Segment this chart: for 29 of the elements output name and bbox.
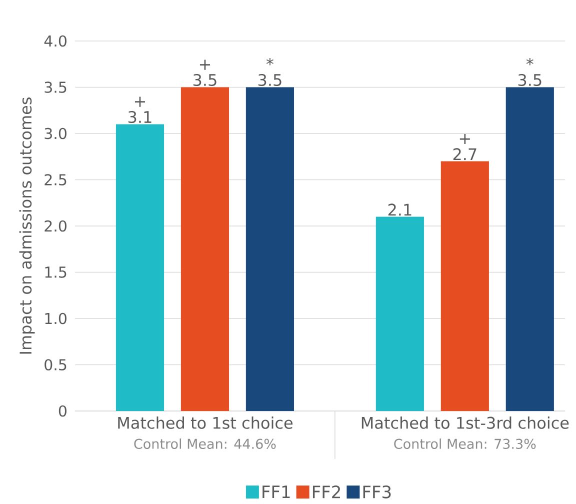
- bar: [376, 216, 424, 412]
- data-label: * 3.5: [258, 58, 282, 86]
- y-tick-label: 1.5: [45, 266, 66, 278]
- data-label: + 3.5: [193, 60, 216, 86]
- y-tick-label: 3.5: [44, 82, 66, 94]
- data-label: + 3.1: [128, 96, 152, 124]
- y-tick-label: 1.0: [45, 313, 66, 324]
- x-tick-label: Matched to 1st choice: [118, 416, 292, 430]
- x-tick-label: Matched to 1st-3rd choice: [362, 416, 569, 430]
- y-tick-label: 2.0: [44, 220, 66, 232]
- bar: [116, 124, 164, 412]
- bar: [246, 87, 294, 412]
- y-tick-label: 0: [58, 406, 66, 417]
- y-axis-title: Impact on admissions outcomes: [19, 98, 35, 354]
- bar: [180, 87, 230, 412]
- legend-label: FF1: [262, 486, 290, 498]
- y-tick-label: 4.0: [44, 36, 66, 47]
- data-label: 2.1: [388, 204, 412, 216]
- bar: [506, 87, 554, 412]
- y-tick-label: 3.0: [44, 128, 66, 140]
- legend-label: FF3: [363, 486, 391, 499]
- y-tick-label: 0.5: [44, 359, 66, 371]
- data-label: * 3.5: [518, 58, 542, 86]
- data-label: + 2.7: [453, 134, 476, 160]
- y-tick-label: 2.5: [44, 174, 66, 186]
- text: Control Mean: 44.6%: [134, 438, 276, 450]
- bar: [440, 161, 489, 412]
- text: Control Mean: 73.3%: [394, 438, 536, 450]
- legend-label: FF2: [312, 486, 340, 498]
